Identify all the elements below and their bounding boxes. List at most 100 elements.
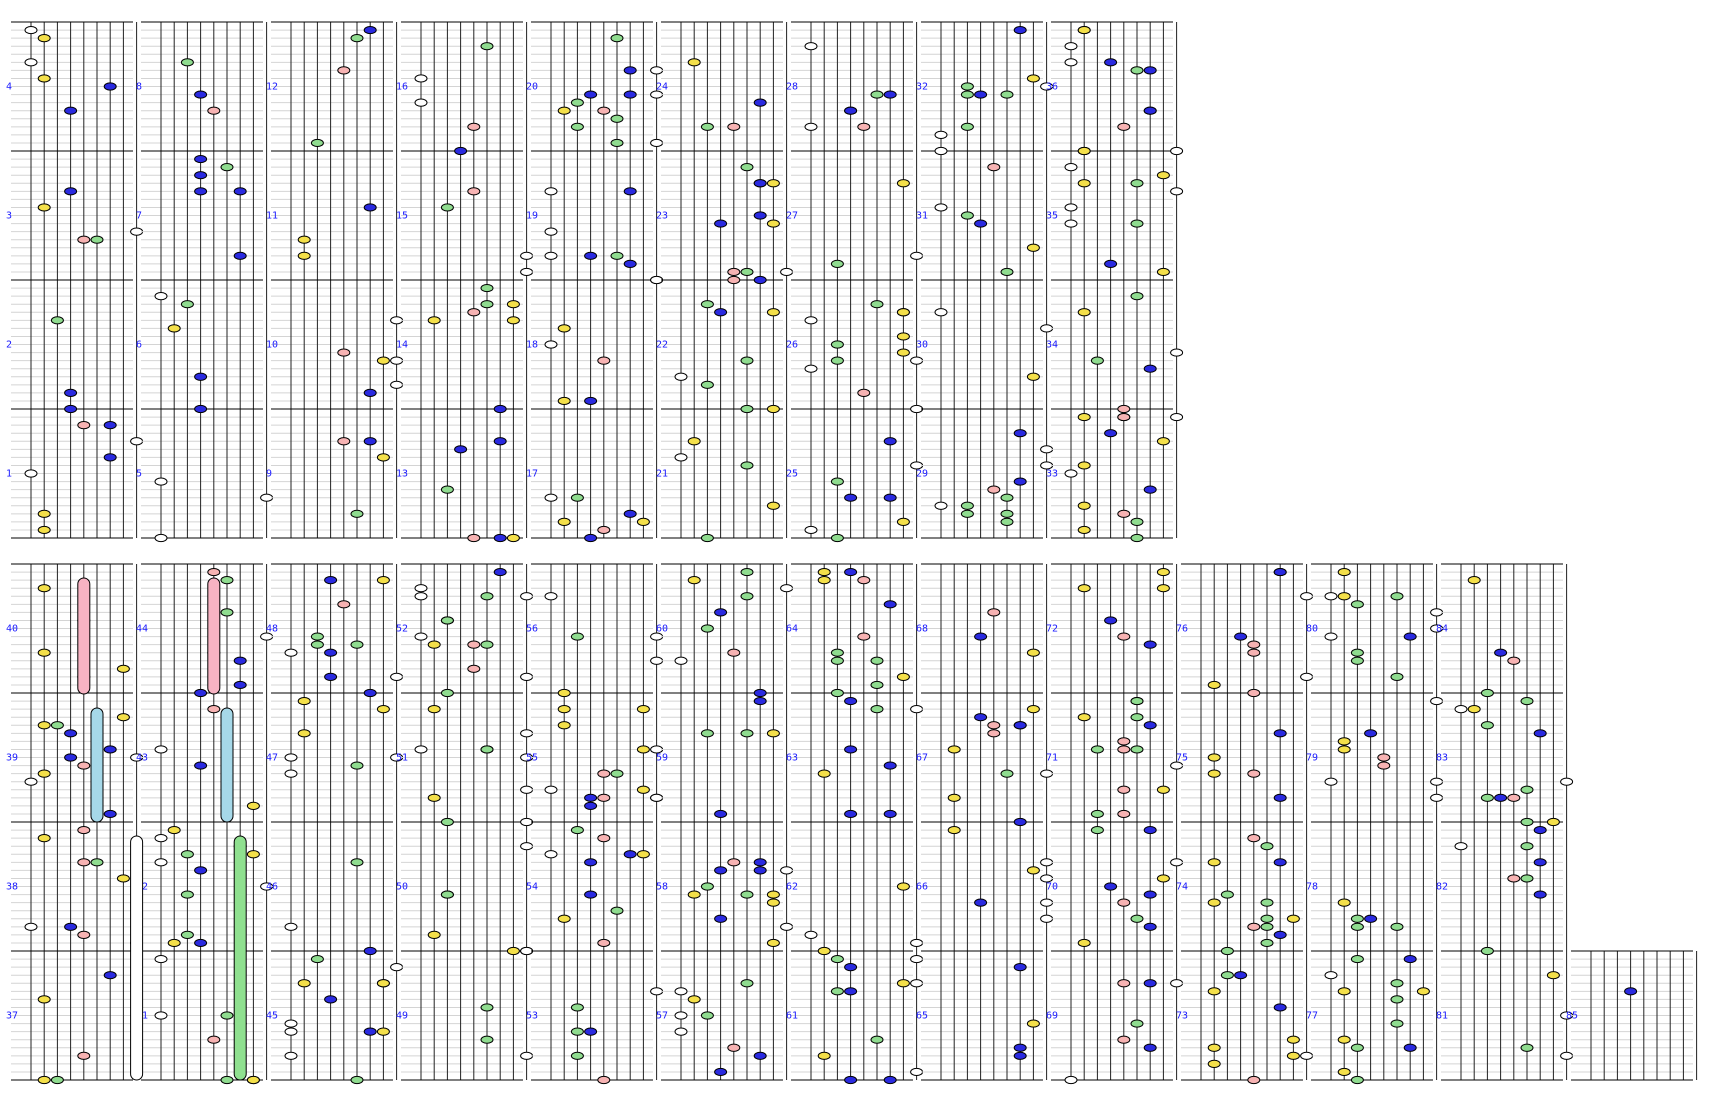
note — [1130, 66, 1144, 75]
note — [857, 388, 871, 397]
note — [1143, 106, 1157, 115]
note — [1064, 163, 1078, 172]
note — [90, 235, 104, 244]
note — [1077, 713, 1091, 722]
measure: 52 — [396, 563, 534, 698]
note — [37, 995, 51, 1004]
note — [350, 858, 364, 867]
measure-number: 13 — [396, 469, 408, 480]
note — [363, 388, 377, 397]
measure: 35 — [1046, 150, 1184, 281]
measure-number: 35 — [1046, 211, 1058, 222]
note — [650, 656, 664, 665]
note — [830, 954, 844, 964]
note — [130, 437, 144, 446]
note — [727, 1043, 741, 1052]
note — [1156, 171, 1170, 180]
long-note — [77, 577, 91, 695]
measure: 58 — [656, 821, 794, 952]
note — [520, 946, 534, 956]
note — [584, 396, 598, 406]
measure-number: 46 — [266, 882, 278, 893]
note — [740, 592, 754, 601]
measure: 47 — [266, 692, 404, 823]
note — [687, 890, 701, 899]
measure-number: 21 — [656, 469, 668, 480]
note — [844, 493, 858, 502]
note — [154, 954, 168, 964]
note — [414, 745, 428, 754]
note — [1390, 995, 1404, 1004]
measure: 61 — [786, 950, 924, 1085]
measure-number: 23 — [656, 211, 668, 222]
note — [714, 608, 728, 617]
note — [910, 954, 924, 964]
note — [687, 995, 701, 1004]
note — [284, 1027, 298, 1036]
note — [414, 584, 428, 593]
note — [64, 106, 78, 115]
note — [207, 1035, 221, 1044]
note — [24, 777, 38, 786]
note — [844, 106, 858, 115]
note — [700, 729, 714, 738]
note — [1026, 866, 1040, 875]
measure: 72 — [1046, 563, 1178, 694]
note — [623, 259, 637, 268]
measure: 17 — [526, 408, 658, 543]
measure-number: 1 — [6, 469, 12, 480]
note — [1247, 922, 1261, 931]
note — [740, 461, 754, 470]
note — [1507, 793, 1521, 802]
measure: 23 — [656, 150, 794, 285]
note — [350, 761, 364, 770]
note — [363, 203, 377, 212]
note — [584, 251, 598, 260]
measure: 14 — [396, 279, 528, 414]
note — [1064, 219, 1078, 228]
measure-number: 69 — [1046, 1011, 1058, 1022]
note — [584, 801, 598, 810]
note — [520, 817, 534, 827]
measure: 27 — [786, 150, 924, 281]
measure: 19 — [526, 150, 664, 285]
note — [804, 316, 818, 325]
measure: 63 — [786, 692, 924, 823]
note — [520, 672, 534, 681]
note — [414, 592, 428, 601]
note — [557, 324, 571, 333]
note — [167, 938, 181, 948]
note — [830, 987, 844, 996]
note — [194, 154, 208, 164]
note — [24, 25, 38, 35]
measure-number: 62 — [786, 882, 798, 893]
measure: 6 — [136, 279, 268, 414]
measure-number: 32 — [916, 82, 928, 93]
note — [987, 163, 1001, 172]
note — [844, 809, 858, 819]
note — [180, 930, 194, 939]
note — [1117, 1035, 1131, 1044]
note — [623, 850, 637, 859]
measure: 37 — [6, 950, 138, 1085]
measure: 73 — [1176, 950, 1314, 1085]
note — [246, 850, 260, 859]
note — [1350, 656, 1364, 665]
measure: 84 — [1436, 563, 1568, 698]
note — [727, 122, 741, 131]
measure-number: 15 — [396, 211, 408, 222]
note — [896, 332, 910, 341]
note — [597, 356, 611, 365]
note — [1520, 1043, 1534, 1052]
note — [1156, 785, 1170, 794]
measure-number: 82 — [1436, 882, 1448, 893]
note — [154, 477, 168, 486]
note — [700, 300, 714, 309]
measure-number: 16 — [396, 82, 408, 93]
note — [714, 809, 728, 819]
note — [440, 688, 454, 698]
note — [883, 493, 897, 502]
note — [1040, 914, 1054, 923]
note — [1273, 729, 1287, 738]
measure-number: 60 — [656, 624, 668, 635]
